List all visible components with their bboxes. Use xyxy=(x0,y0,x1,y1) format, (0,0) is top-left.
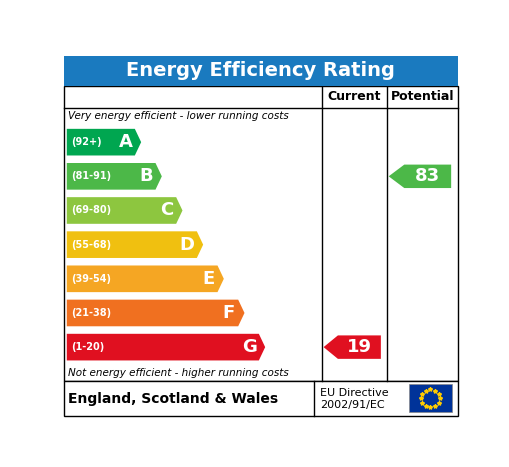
Bar xyxy=(64,56,458,85)
Text: 83: 83 xyxy=(415,167,440,185)
Text: EU Directive: EU Directive xyxy=(320,388,389,398)
Text: D: D xyxy=(180,236,195,254)
Text: B: B xyxy=(139,167,153,185)
Polygon shape xyxy=(324,335,381,359)
Text: (39-54): (39-54) xyxy=(71,274,111,284)
Polygon shape xyxy=(389,164,451,188)
Text: (1-20): (1-20) xyxy=(71,342,104,352)
Text: C: C xyxy=(160,201,174,219)
Text: 19: 19 xyxy=(347,338,372,356)
Bar xyxy=(64,85,458,382)
Text: Current: Current xyxy=(328,90,381,103)
Text: F: F xyxy=(222,304,235,322)
Text: Potential: Potential xyxy=(391,90,455,103)
Text: (92+): (92+) xyxy=(71,137,101,147)
Text: (69-80): (69-80) xyxy=(71,205,111,215)
Text: A: A xyxy=(119,133,132,151)
Text: (55-68): (55-68) xyxy=(71,240,111,250)
Text: (21-38): (21-38) xyxy=(71,308,111,318)
Text: Very energy efficient - lower running costs: Very energy efficient - lower running co… xyxy=(68,112,288,121)
Polygon shape xyxy=(67,265,224,292)
Polygon shape xyxy=(67,163,162,190)
Polygon shape xyxy=(67,231,203,258)
Text: Energy Efficiency Rating: Energy Efficiency Rating xyxy=(126,61,395,80)
Text: England, Scotland & Wales: England, Scotland & Wales xyxy=(68,391,278,405)
Text: E: E xyxy=(202,270,214,288)
Polygon shape xyxy=(67,129,141,156)
Text: 2002/91/EC: 2002/91/EC xyxy=(320,400,385,410)
Polygon shape xyxy=(67,197,183,224)
Text: Not energy efficient - higher running costs: Not energy efficient - higher running co… xyxy=(68,368,288,378)
Bar xyxy=(64,382,458,416)
Bar xyxy=(409,384,452,412)
Text: (81-91): (81-91) xyxy=(71,171,111,181)
Polygon shape xyxy=(67,300,244,326)
Polygon shape xyxy=(67,334,265,361)
Text: G: G xyxy=(242,338,257,356)
